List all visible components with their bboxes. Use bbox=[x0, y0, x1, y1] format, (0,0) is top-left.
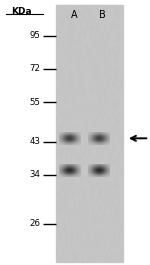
Text: 95: 95 bbox=[29, 31, 40, 40]
Text: 26: 26 bbox=[29, 219, 40, 228]
Text: 34: 34 bbox=[29, 170, 40, 179]
Text: 43: 43 bbox=[29, 137, 40, 146]
Bar bbox=[56, 5, 123, 262]
Text: A: A bbox=[71, 10, 78, 20]
Text: 55: 55 bbox=[29, 98, 40, 107]
Text: B: B bbox=[99, 10, 105, 20]
Text: 72: 72 bbox=[29, 64, 40, 73]
Text: KDa: KDa bbox=[11, 7, 32, 16]
